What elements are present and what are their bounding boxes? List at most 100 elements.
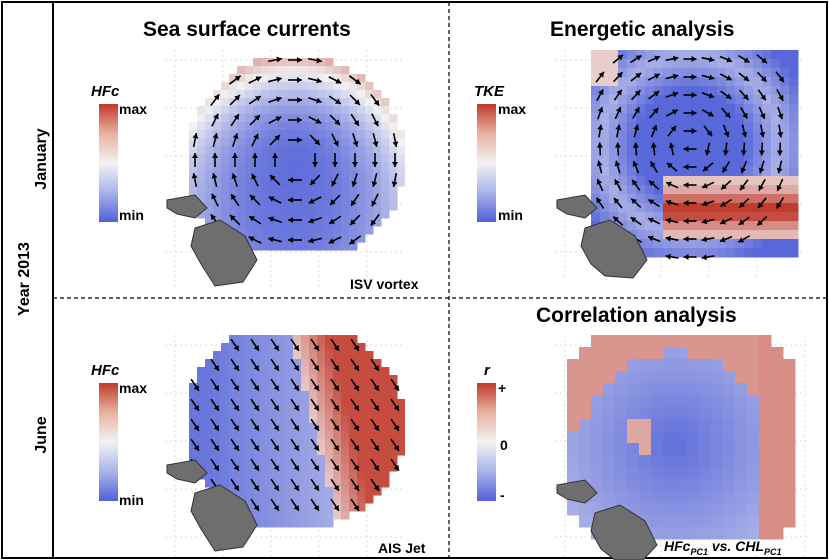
heat-cell — [317, 479, 326, 488]
legend-colorbar-hfc-june — [99, 383, 118, 501]
heat-cell — [349, 146, 358, 155]
current-arrowhead — [760, 94, 766, 101]
heat-cell — [389, 138, 398, 147]
heat-cell — [349, 471, 358, 480]
heat-cell — [389, 407, 398, 416]
heat-cell — [285, 130, 294, 139]
heat-cell — [780, 212, 790, 222]
heat-cell — [672, 122, 682, 132]
heat-cell — [269, 66, 278, 75]
heat-cell — [609, 50, 619, 60]
heat-cell — [301, 447, 310, 456]
current-arrowhead — [316, 57, 322, 64]
heat-cell — [381, 463, 390, 472]
heat-cell — [389, 186, 398, 195]
heat-cell — [771, 527, 784, 540]
map-sea-surface-january — [165, 50, 405, 290]
heat-cell — [735, 455, 748, 468]
heat-cell — [349, 343, 358, 352]
heat-cell — [591, 59, 601, 69]
current-arrowhead — [234, 75, 241, 82]
heat-cell — [301, 407, 310, 416]
heat-cell — [627, 491, 640, 504]
current-arrowhead — [758, 184, 764, 191]
heat-cell — [663, 86, 673, 96]
heat-cell — [349, 423, 358, 432]
current-arrowhead — [393, 405, 399, 411]
current-arrowhead — [333, 405, 339, 411]
heat-cell — [325, 66, 334, 75]
heat-cell — [717, 221, 727, 231]
heat-cell — [675, 383, 688, 396]
heat-cell — [213, 415, 222, 424]
heat-cell — [253, 234, 262, 243]
heat-cell — [675, 347, 688, 360]
heat-cell — [285, 503, 294, 512]
heat-cell — [723, 527, 736, 540]
heat-cell — [269, 335, 278, 344]
heat-cell — [618, 158, 628, 168]
heat-cell — [229, 186, 238, 195]
current-arrowhead — [297, 137, 302, 143]
heat-cell — [735, 230, 745, 240]
heat-cell — [654, 185, 664, 195]
heat-cell — [325, 170, 334, 179]
heat-cell — [301, 383, 310, 392]
heat-cell — [663, 407, 676, 420]
heat-cell — [205, 122, 214, 131]
heat-cell — [747, 431, 760, 444]
row-label-june: June — [33, 416, 50, 454]
heat-cell — [783, 359, 796, 372]
legend-mid-r: 0 — [500, 437, 508, 453]
heat-cell — [711, 467, 724, 480]
heat-cell — [333, 495, 342, 504]
heat-cell — [341, 495, 350, 504]
heat-cell — [277, 178, 286, 187]
heat-cell — [389, 423, 398, 432]
heat-cell — [381, 439, 390, 448]
heat-cell — [591, 50, 601, 60]
heat-cell — [221, 186, 230, 195]
heat-cell — [600, 68, 610, 78]
heat-cell — [277, 431, 286, 440]
heat-cell — [753, 194, 763, 204]
heat-cell — [245, 82, 254, 91]
heat-cell — [253, 154, 262, 163]
heat-cell — [780, 149, 790, 159]
heat-cell — [261, 146, 270, 155]
heat-cell — [301, 367, 310, 376]
heat-cell — [381, 471, 390, 480]
heat-cell — [708, 59, 718, 69]
heat-cell — [609, 104, 619, 114]
heat-cell — [357, 218, 366, 227]
heat-cell — [618, 113, 628, 123]
heat-cell — [221, 479, 230, 488]
heat-cell — [381, 447, 390, 456]
heat-cell — [675, 335, 688, 348]
heat-cell — [245, 194, 254, 203]
heat-cell — [205, 439, 214, 448]
heat-cell — [762, 131, 772, 141]
heat-cell — [317, 423, 326, 432]
heat-cell — [711, 479, 724, 492]
heat-cell — [699, 503, 712, 516]
heat-cell — [269, 519, 278, 528]
current-arrowhead — [652, 108, 659, 114]
heat-cell — [285, 447, 294, 456]
heat-cell — [293, 415, 302, 424]
heat-cell — [213, 106, 222, 115]
heat-cell — [690, 230, 700, 240]
heat-cell — [325, 359, 334, 368]
heat-cell — [681, 248, 691, 258]
current-arrowhead — [650, 161, 656, 168]
current-arrowhead — [725, 93, 732, 99]
heat-cell — [747, 395, 760, 408]
heat-cell — [237, 383, 246, 392]
heat-cell — [675, 527, 688, 540]
heat-cell — [708, 131, 718, 141]
current-arrowhead — [293, 345, 299, 351]
heat-cell — [245, 90, 254, 99]
heat-cell — [651, 455, 664, 468]
heat-cell — [780, 167, 790, 177]
heat-cell — [567, 467, 580, 480]
